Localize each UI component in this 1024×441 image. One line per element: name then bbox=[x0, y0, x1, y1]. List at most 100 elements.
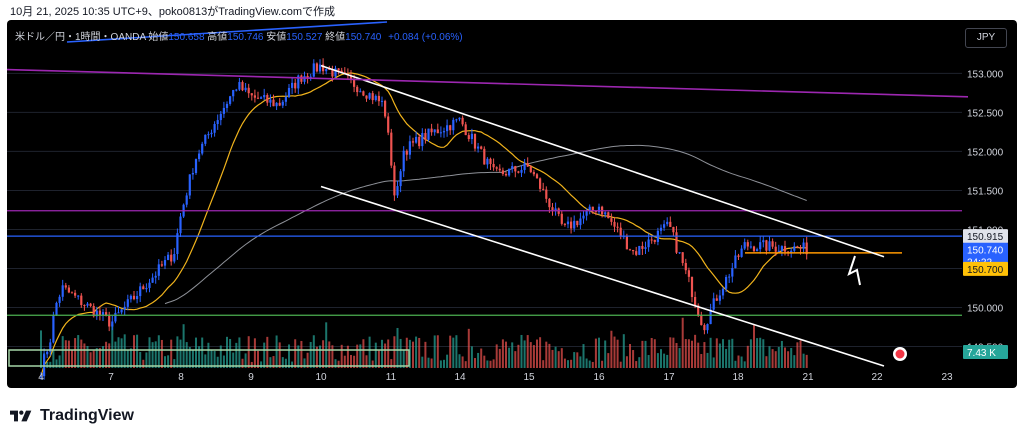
candle-body bbox=[349, 75, 353, 80]
volume-bar bbox=[588, 360, 591, 368]
high-value: 150.746 bbox=[227, 32, 264, 43]
candle-body bbox=[669, 221, 672, 227]
chart-panel[interactable]: 153.000152.500152.000151.500151.000150.5… bbox=[7, 20, 1017, 388]
volume-bar bbox=[244, 353, 247, 368]
candle-body bbox=[641, 245, 644, 249]
volume-bar bbox=[563, 358, 566, 368]
channel-upper-line[interactable] bbox=[320, 64, 885, 258]
volume-bar bbox=[136, 334, 139, 368]
x-tick-label: 14 bbox=[454, 372, 466, 383]
candle-body bbox=[235, 89, 238, 91]
y-tick-label: 153.000 bbox=[967, 69, 1004, 80]
x-tick-label: 21 bbox=[802, 372, 814, 383]
candle-body bbox=[666, 221, 669, 225]
candle-body bbox=[616, 226, 619, 228]
candle-body bbox=[687, 270, 690, 277]
current-price-badge: 150.740 bbox=[967, 246, 1004, 257]
volume-bar bbox=[396, 327, 399, 368]
candle-body bbox=[136, 296, 139, 300]
volume-bar bbox=[529, 342, 532, 368]
candle-body bbox=[799, 247, 802, 249]
volume-bar bbox=[712, 357, 715, 368]
candle-body bbox=[80, 295, 83, 306]
candle-body bbox=[151, 277, 154, 283]
channel-lower-line[interactable] bbox=[320, 185, 885, 367]
candle-body bbox=[464, 124, 467, 136]
projection-arrow[interactable] bbox=[847, 255, 861, 286]
volume-bar bbox=[805, 354, 808, 368]
price-chart[interactable]: 153.000152.500152.000151.500151.000150.5… bbox=[7, 20, 1017, 388]
candle-body bbox=[517, 171, 520, 173]
volume-bar bbox=[653, 339, 656, 368]
volume-badge: 7.43 K bbox=[967, 348, 996, 359]
volume-bar bbox=[542, 360, 545, 368]
volume-bar bbox=[288, 344, 290, 368]
candle-body bbox=[213, 124, 216, 133]
blue-trendline-fragment[interactable] bbox=[66, 21, 388, 43]
volume-bar bbox=[64, 340, 67, 368]
candle-body bbox=[325, 69, 328, 72]
volume-bar bbox=[740, 356, 743, 368]
volume-bar bbox=[799, 340, 802, 368]
volume-bar bbox=[551, 349, 554, 368]
volume-bar bbox=[207, 342, 210, 368]
volume-bar bbox=[554, 346, 557, 368]
candle-body bbox=[774, 246, 777, 252]
volume-bar bbox=[749, 339, 752, 368]
candle-body bbox=[619, 227, 622, 237]
volume-bar bbox=[700, 354, 703, 368]
volume-bar bbox=[594, 338, 597, 368]
volume-bar bbox=[387, 339, 390, 368]
candle-body bbox=[241, 82, 244, 91]
candle-body bbox=[359, 91, 362, 93]
candle-body bbox=[644, 247, 647, 249]
candle-body bbox=[663, 224, 666, 228]
candle-body bbox=[523, 163, 526, 170]
volume-bar bbox=[498, 348, 501, 368]
volume-bar bbox=[319, 345, 321, 368]
volume-bar bbox=[743, 361, 746, 368]
volume-bar bbox=[204, 354, 207, 368]
volume-bar bbox=[433, 335, 436, 368]
candle-body bbox=[98, 310, 101, 316]
candle-body bbox=[697, 305, 700, 316]
candle-body bbox=[201, 143, 204, 154]
volume-bar bbox=[315, 346, 318, 368]
volume-bar bbox=[77, 335, 80, 368]
x-tick-label: 8 bbox=[178, 372, 184, 383]
volume-bar bbox=[309, 341, 312, 368]
volume-bar bbox=[777, 346, 780, 368]
volume-bar bbox=[278, 342, 281, 368]
candle-body bbox=[588, 206, 591, 211]
candle-body bbox=[610, 218, 613, 222]
candle-body bbox=[452, 119, 455, 131]
candle-body bbox=[790, 250, 793, 253]
candle-body bbox=[46, 351, 49, 355]
candle-body bbox=[765, 240, 768, 251]
volume-bar bbox=[229, 338, 232, 368]
candle-body bbox=[92, 305, 95, 317]
volume-bar bbox=[691, 340, 693, 368]
volume-bar bbox=[669, 337, 672, 368]
volume-bar bbox=[390, 359, 393, 368]
candle-body bbox=[625, 236, 628, 250]
currency-button[interactable]: JPY bbox=[965, 28, 1007, 48]
volume-bar bbox=[340, 344, 343, 368]
volume-bar bbox=[703, 342, 706, 368]
volume-bar bbox=[523, 340, 526, 368]
candle-body bbox=[728, 276, 731, 278]
resistance-long-line[interactable] bbox=[7, 68, 969, 98]
symbol-label: 米ドル／円・1時間・OANDA bbox=[15, 32, 146, 43]
candle-body bbox=[253, 95, 256, 98]
candle-body bbox=[563, 223, 566, 225]
candle-body bbox=[222, 107, 225, 114]
volume-bar bbox=[241, 358, 244, 368]
volume-bar bbox=[622, 334, 625, 368]
volume-bar bbox=[557, 351, 560, 368]
volume-bar bbox=[86, 345, 89, 368]
candle-body bbox=[551, 207, 554, 212]
volume-bar bbox=[266, 336, 269, 368]
candle-body bbox=[111, 321, 114, 327]
symbol-legend: 米ドル／円・1時間・OANDA 始値150.658 高値150.746 安値15… bbox=[15, 28, 463, 43]
candle-body bbox=[86, 303, 89, 306]
